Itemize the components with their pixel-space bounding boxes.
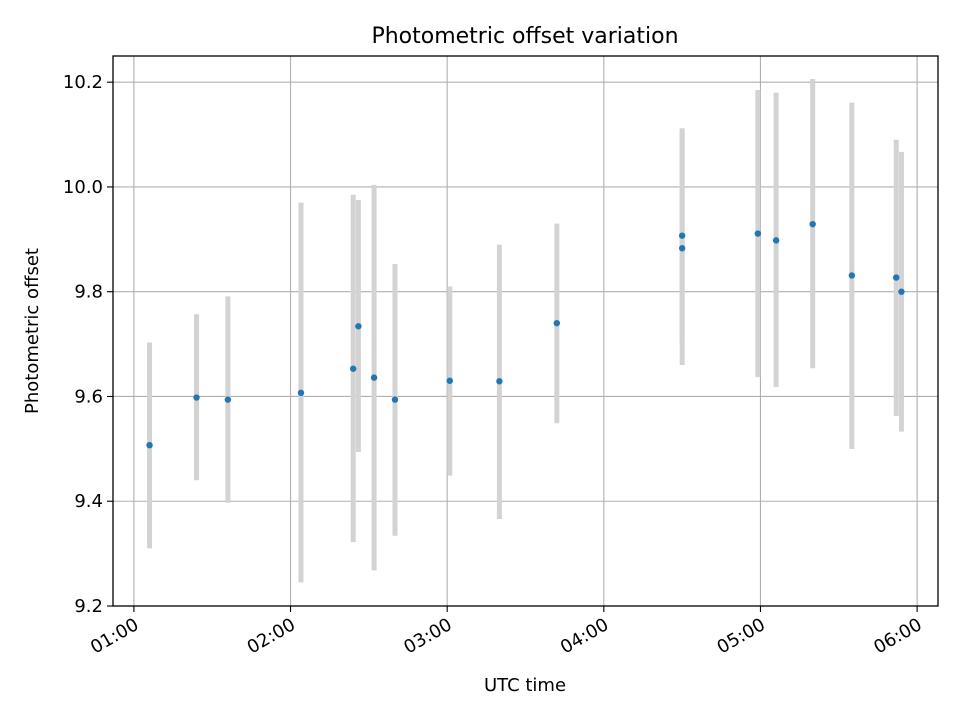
- data-point: [446, 377, 453, 384]
- x-axis-label: UTC time: [484, 675, 566, 696]
- data-point: [809, 220, 816, 228]
- chart-title: Photometric offset variation: [371, 24, 678, 49]
- y-tick-label: 9.6: [74, 386, 103, 407]
- data-point: [893, 274, 900, 281]
- plot-frame: [112, 55, 939, 607]
- data-point: [355, 323, 362, 330]
- y-tick-label: 10.2: [63, 72, 103, 93]
- y-tick-label: 9.4: [74, 491, 103, 512]
- data-point: [772, 237, 780, 244]
- data-point: [370, 374, 378, 381]
- data-point: [224, 396, 232, 403]
- data-point: [146, 441, 153, 449]
- data-point: [349, 365, 357, 372]
- y-axis-label: Photometric offset: [22, 248, 43, 414]
- y-tick-label: 10.0: [63, 177, 103, 198]
- data-point: [898, 288, 905, 295]
- data-point: [297, 389, 305, 397]
- data-point: [496, 378, 503, 385]
- data-point: [678, 245, 686, 252]
- data-point: [754, 230, 762, 237]
- data-point: [553, 319, 561, 327]
- data-point: [391, 396, 399, 403]
- y-tick-label: 9.2: [74, 596, 103, 617]
- data-point: [678, 232, 686, 239]
- data-points: [146, 220, 905, 449]
- data-point: [848, 272, 856, 279]
- y-tick-label: 9.8: [74, 282, 103, 303]
- data-point: [193, 394, 200, 401]
